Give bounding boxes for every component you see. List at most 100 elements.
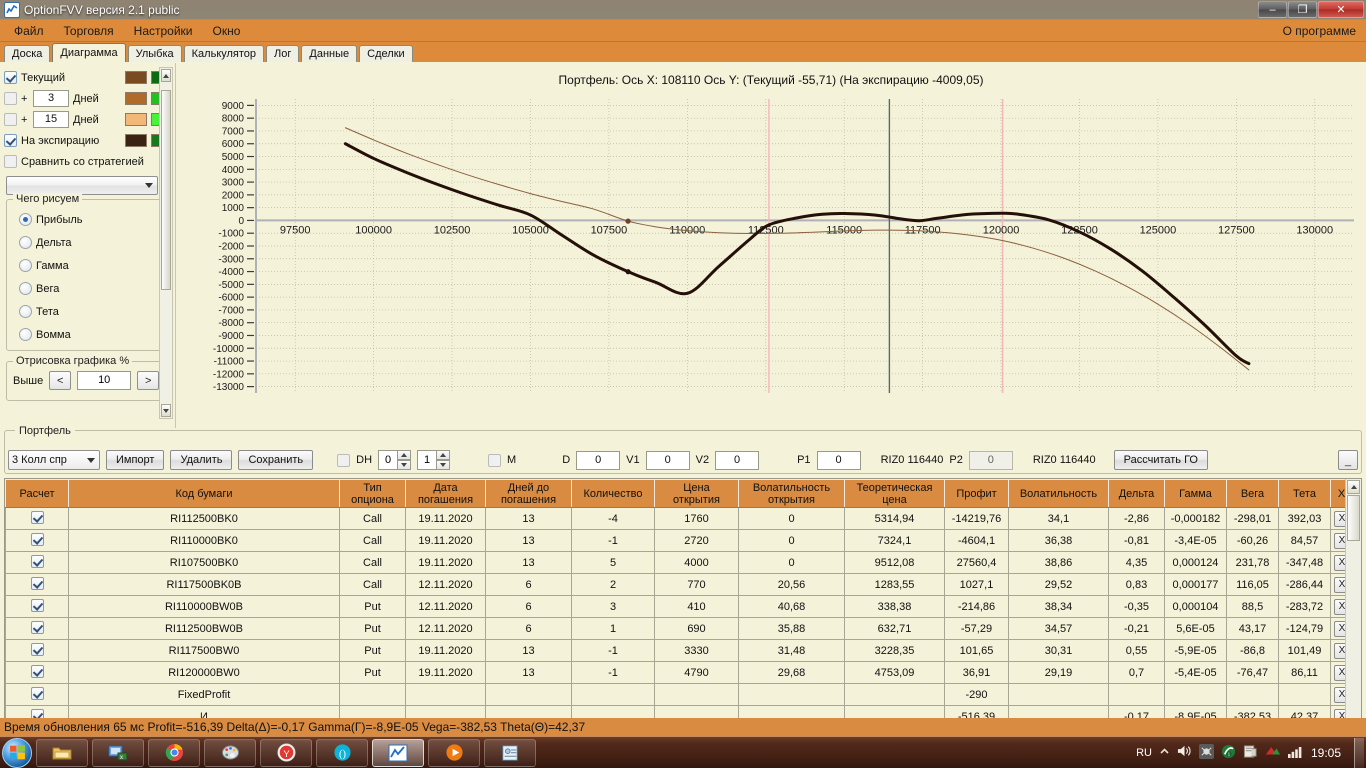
radio-vomma[interactable]	[19, 328, 32, 341]
row-open_vol-cell[interactable]: 0	[738, 529, 845, 552]
row-checkbox[interactable]	[30, 686, 44, 700]
row-theta-cell[interactable]: -347,48	[1278, 551, 1331, 574]
antivirus-icon[interactable]: 1	[1221, 744, 1236, 762]
row-qty-cell[interactable]: 3	[571, 595, 655, 618]
row-vol-cell[interactable]: 34,57	[1008, 617, 1109, 640]
row-gamma-cell[interactable]: 0,000124	[1164, 551, 1227, 574]
row-open_price-cell[interactable]: 4000	[654, 551, 739, 574]
row-theta-cell[interactable]: -124,79	[1278, 617, 1331, 640]
row-date-cell[interactable]: 12.11.2020	[405, 617, 486, 640]
checkbox-expiration[interactable]	[4, 134, 17, 147]
dh-stepper-1-up[interactable]	[398, 450, 412, 460]
row-theor-cell[interactable]: 9512,08	[844, 551, 945, 574]
row-profit-cell[interactable]: 27560,4	[944, 551, 1009, 574]
row-date-cell[interactable]: 19.11.2020	[405, 507, 486, 530]
row-checkbox[interactable]	[30, 642, 44, 656]
payoff-chart[interactable]: 9000 8000 7000 6000 5000 4000 3000 2000 1000 0 -10…	[176, 93, 1366, 423]
row-qty-cell[interactable]: 2	[571, 573, 655, 596]
table-row[interactable]: RI117500BW0 Put 19.11.2020 13 -1 3330 31,48 322…	[5, 639, 1353, 662]
table-row[interactable]: FixedProfit -290 X	[5, 683, 1353, 706]
th-profit[interactable]: Профит	[944, 479, 1009, 508]
th-volatilnost-otkrytiya[interactable]: Волатильность открытия	[738, 479, 845, 508]
row-qty-cell[interactable]: 1	[571, 617, 655, 640]
row-gamma-cell[interactable]: 5,6E-05	[1164, 617, 1227, 640]
dh-stepper-1[interactable]: 0	[378, 450, 412, 470]
row-vega-cell[interactable]: -298,01	[1226, 507, 1279, 530]
render-prev-button[interactable]: <	[49, 371, 72, 390]
updates-icon[interactable]	[1243, 744, 1258, 762]
row-calc-checkbox-cell[interactable]	[5, 507, 69, 530]
radio-vega[interactable]	[19, 282, 32, 295]
row-theta-cell[interactable]	[1278, 683, 1331, 706]
row-gamma-cell[interactable]	[1164, 683, 1227, 706]
row-open_vol-cell[interactable]: 0	[738, 507, 845, 530]
row-vega-cell[interactable]: 88,5	[1226, 595, 1279, 618]
radio-pribyl[interactable]	[19, 213, 32, 226]
row-open_vol-cell[interactable]: 35,88	[738, 617, 845, 640]
table-row[interactable]: RI110000BK0 Call 19.11.2020 13 -1 2720 0 7324,1…	[5, 529, 1353, 552]
checkbox-current[interactable]	[4, 71, 17, 84]
tab-diagramma[interactable]: Диаграмма	[52, 43, 126, 62]
row-theor-cell[interactable]: 5314,94	[844, 507, 945, 530]
portfolio-select[interactable]: 3 Колл спр	[8, 450, 100, 470]
dh-stepper-2[interactable]: 1	[417, 450, 451, 470]
row-type-cell[interactable]: Call	[339, 551, 406, 574]
table-scroll-up[interactable]	[1347, 480, 1360, 494]
days-input-15[interactable]: 15	[33, 111, 69, 128]
row-calc-checkbox-cell[interactable]	[5, 683, 69, 706]
taskbar-item-yandex-browser[interactable]: Y	[260, 738, 312, 767]
dh-stepper-1-value[interactable]: 0	[378, 450, 399, 470]
row-profit-cell[interactable]: 36,91	[944, 661, 1009, 684]
row-theor-cell[interactable]: 338,38	[844, 595, 945, 618]
row-checkbox[interactable]	[30, 620, 44, 634]
row-calc-checkbox-cell[interactable]	[5, 529, 69, 552]
dh-stepper-2-down[interactable]	[437, 460, 451, 470]
row-open_price-cell[interactable]	[654, 683, 739, 706]
radio-row-vega[interactable]: Вега	[13, 277, 164, 300]
table-row[interactable]: RI110000BW0B Put 12.11.2020 6 3 410 40,68 338,3…	[5, 595, 1353, 618]
row-qty-cell[interactable]: -4	[571, 507, 655, 530]
th-dney-do-pogasheniya[interactable]: Дней до погашения	[485, 479, 572, 508]
row-open_vol-cell[interactable]	[738, 683, 845, 706]
row-vol-cell[interactable]	[1008, 683, 1109, 706]
scroll-thumb[interactable]	[161, 90, 171, 290]
radio-row-gamma[interactable]: Гамма	[13, 254, 164, 277]
close-button[interactable]: ✕	[1318, 1, 1364, 18]
row-delta-cell[interactable]: -2,86	[1108, 507, 1165, 530]
th-kolichestvo[interactable]: Количество	[571, 479, 655, 508]
row-profit-cell[interactable]: -4604,1	[944, 529, 1009, 552]
p1-input[interactable]: 0	[816, 450, 861, 470]
calculate-go-button[interactable]: Рассчитать ГО	[1113, 450, 1208, 470]
row-type-cell[interactable]: Call	[339, 573, 406, 596]
th-gamma[interactable]: Гамма	[1164, 479, 1227, 508]
row-code-cell[interactable]: RI117500BW0	[68, 639, 340, 662]
row-profit-cell[interactable]: 101,65	[944, 639, 1009, 662]
taskbar-item-quik[interactable]: ()	[316, 738, 368, 767]
table-row[interactable]: RI112500BW0B Put 12.11.2020 6 1 690 35,88 632,7…	[5, 617, 1353, 640]
p2-input[interactable]: 0	[968, 450, 1013, 470]
table-row[interactable]: RI117500BK0B Call 12.11.2020 6 2 770 20,56 1283…	[5, 573, 1353, 596]
import-button[interactable]: Импорт	[106, 450, 165, 470]
row-gamma-cell[interactable]: -3,4E-05	[1164, 529, 1227, 552]
row-delta-cell[interactable]: 0,83	[1108, 573, 1165, 596]
row-qty-cell[interactable]: -1	[571, 661, 655, 684]
signal-bars-icon[interactable]	[1287, 745, 1304, 761]
row-date-cell[interactable]: 19.11.2020	[405, 639, 486, 662]
th-delta[interactable]: Дельта	[1108, 479, 1165, 508]
row-vega-cell[interactable]: 116,05	[1226, 573, 1279, 596]
show-hidden-icons-button[interactable]	[1159, 746, 1170, 760]
row-vol-cell[interactable]: 38,86	[1008, 551, 1109, 574]
row-gamma-cell[interactable]: 0,000104	[1164, 595, 1227, 618]
checkbox-compare-strategy[interactable]	[4, 155, 17, 168]
minimize-button[interactable]: –	[1258, 1, 1287, 18]
row-vol-cell[interactable]: 34,1	[1008, 507, 1109, 530]
th-volatilnost[interactable]: Волатильность	[1008, 479, 1109, 508]
row-days-cell[interactable]: 6	[485, 595, 572, 618]
row-type-cell[interactable]: Put	[339, 595, 406, 618]
tab-dannye[interactable]: Данные	[301, 45, 358, 62]
taskbar-item-contacts[interactable]	[484, 738, 536, 767]
row-qty-cell[interactable]: 5	[571, 551, 655, 574]
row-type-cell[interactable]: Call	[339, 507, 406, 530]
radio-row-pribyl[interactable]: Прибыль	[13, 208, 164, 231]
row-theor-cell[interactable]	[844, 683, 945, 706]
